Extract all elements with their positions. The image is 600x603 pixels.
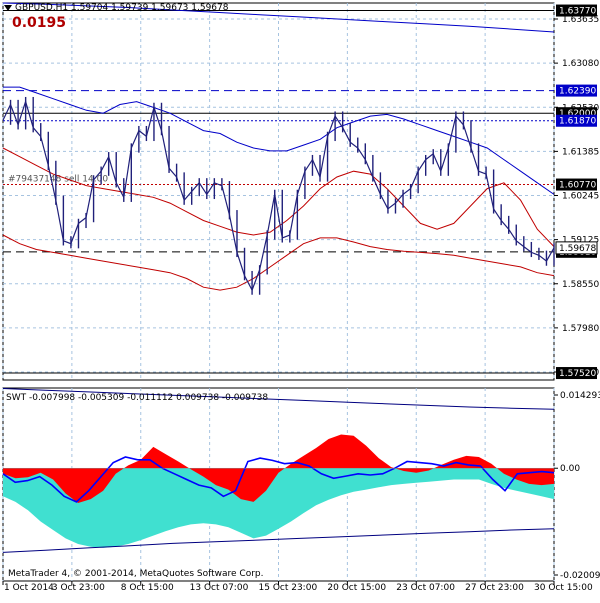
copyright-text: MetaTrader 4, © 2001-2014, MetaQuotes So… <box>8 569 264 579</box>
x-tick-label: 3 Oct 23:00 <box>52 583 105 593</box>
x-tick-label: 30 Oct 15:00 <box>534 583 593 593</box>
outer-blue-line <box>2 2 555 33</box>
x-tick-label: 1 Oct 2014 <box>4 583 54 593</box>
x-tick-label: 23 Oct 07:00 <box>396 583 455 593</box>
oscillator-y-tick-label: 0.00 <box>560 464 580 474</box>
dropdown-arrow-icon[interactable] <box>4 4 12 11</box>
oscillator-y-tick-label: -0.020092 <box>560 571 600 581</box>
x-tick-label: 13 Oct 07:00 <box>190 583 249 593</box>
profit-value: 0.0195 <box>12 15 67 31</box>
oscillator-header: SWT -0.007998 -0.005309 -0.011112 0.0097… <box>6 393 269 403</box>
y-tick-label: 1.59125 <box>562 236 599 246</box>
order-label: #79437148 sell 14.00 <box>8 175 108 185</box>
price-tag-bg <box>556 178 597 191</box>
symbol-header: GBPUSD,H1 1.59704 1.59739 1.59673 1.5967… <box>4 3 228 13</box>
oscillator-upper-envelope <box>2 388 555 410</box>
x-tick-label: 8 Oct 15:00 <box>121 583 174 593</box>
price-tag-label: 1.62000 <box>559 109 596 119</box>
x-tick-label: 15 Oct 23:00 <box>259 583 318 593</box>
y-tick-label: 1.61385 <box>562 147 599 157</box>
lower-band-line <box>2 234 555 291</box>
oscillator-y-tick-label: 0.014293 <box>560 391 600 401</box>
price-tag-label: 1.63770 <box>559 7 596 17</box>
price-tag-label: 1.62390 <box>559 87 596 97</box>
oscillator-blue-line <box>2 456 555 503</box>
x-tick-label: 27 Oct 23:00 <box>465 583 524 593</box>
y-tick-label: 1.60245 <box>562 192 599 202</box>
oscillator-cyan-area <box>3 468 554 548</box>
symbol-header-text: GBPUSD,H1 1.59704 1.59739 1.59673 1.5967… <box>15 3 229 13</box>
price-tag-label: 1.59678 <box>559 244 596 254</box>
price-tag-label: 1.60770 <box>559 181 596 191</box>
price-tag-bg <box>556 367 597 380</box>
y-tick-label: 1.58550 <box>562 280 599 290</box>
oscillator-red-area <box>3 434 554 503</box>
oscillator-lower-envelope <box>2 528 555 553</box>
price-tag-bg <box>555 241 598 255</box>
price-tag-bg <box>556 4 597 17</box>
price-tag-label: 1.61870 <box>559 117 596 127</box>
y-tick-label: 1.57980 <box>562 324 599 334</box>
mid-band-line <box>2 147 555 247</box>
price-tag-bg <box>556 84 597 97</box>
price-line <box>2 99 555 292</box>
x-tick-label: 20 Oct 15:00 <box>327 583 386 593</box>
y-tick-label: 1.63080 <box>562 59 599 69</box>
price-tag-bg <box>556 114 597 127</box>
y-tick-label: 1.63635 <box>562 15 599 25</box>
price-tag-label: 1.57520 <box>559 369 596 379</box>
upper-band-line <box>3 86 555 195</box>
